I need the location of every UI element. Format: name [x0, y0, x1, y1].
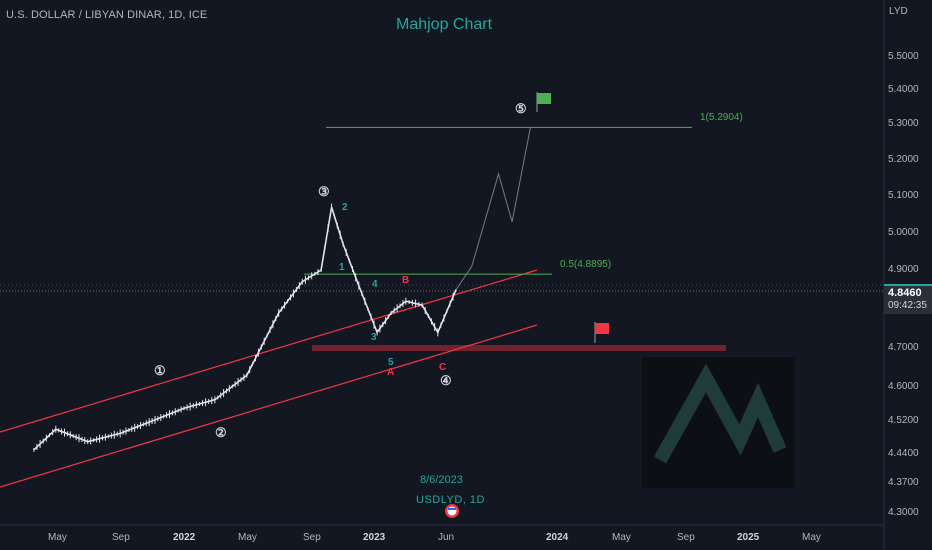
wave-label: A: [387, 367, 395, 378]
y-tick: 5.4000: [888, 84, 919, 95]
us-flag-icon: [445, 504, 459, 518]
y-tick: 4.6000: [888, 381, 919, 392]
y-tick: 4.4400: [888, 448, 919, 459]
fib-05-label: 0.5(4.8895): [560, 259, 612, 270]
channel-upper-line: [0, 269, 538, 433]
x-tick: 2022: [173, 532, 196, 543]
wave-label: 4: [372, 279, 378, 290]
watermark-date: 8/6/2023: [420, 474, 463, 486]
current-price-value: 4.8460: [888, 287, 922, 299]
current-price-tag: 4.8460 09:42:35: [884, 284, 932, 314]
watermark-logo: [642, 357, 795, 488]
wave-label: ⑤: [515, 101, 527, 116]
channel-lower-line: [0, 324, 538, 488]
wave-label: ②: [215, 425, 227, 440]
y-tick: 4.3700: [888, 477, 919, 488]
price-axis-unit: LYD: [889, 6, 908, 17]
y-tick: 4.7000: [888, 342, 919, 353]
wave-label: 3: [371, 332, 377, 343]
wave-label: B: [402, 275, 410, 286]
x-tick: May: [48, 532, 67, 543]
y-tick: 4.3000: [888, 507, 919, 518]
watermark-symbol: USDLYD, 1D: [416, 494, 485, 506]
x-tick: May: [238, 532, 257, 543]
wave-label: 2: [342, 202, 348, 213]
y-tick: 5.3000: [888, 118, 919, 129]
wave-label: C: [439, 362, 447, 373]
y-tick: 5.5000: [888, 51, 919, 62]
x-tick: Jun: [438, 532, 455, 543]
stop-flag-icon: [594, 322, 609, 343]
wave-label: 5: [388, 357, 394, 368]
y-tick: 5.0000: [888, 227, 919, 238]
y-tick: 4.9000: [888, 264, 919, 275]
x-tick: Sep: [112, 532, 130, 543]
x-tick: May: [612, 532, 631, 543]
y-tick: 5.1000: [888, 190, 919, 201]
y-tick: 4.5200: [888, 415, 919, 426]
wave-label: 1: [339, 262, 345, 273]
x-tick: 2023: [363, 532, 386, 543]
fib-1-label: 1(5.2904): [700, 112, 743, 123]
wave-label: ①: [154, 363, 166, 378]
wave-label: ③: [318, 184, 330, 199]
x-tick: May: [802, 532, 821, 543]
target-flag-icon: [536, 92, 551, 112]
symbol-title: U.S. DOLLAR / LIBYAN DINAR, 1D, ICE: [6, 9, 208, 21]
wave-label: ④: [440, 373, 452, 388]
bar-countdown: 09:42:35: [888, 300, 927, 311]
x-tick: Sep: [303, 532, 321, 543]
x-tick: 2025: [737, 532, 760, 543]
projection-path: [455, 127, 531, 290]
support-zone: [312, 345, 726, 351]
y-tick: 5.2000: [888, 154, 919, 165]
x-tick: Sep: [677, 532, 695, 543]
brand-title: Mahjop Chart: [396, 16, 493, 33]
x-tick: 2024: [546, 532, 569, 543]
